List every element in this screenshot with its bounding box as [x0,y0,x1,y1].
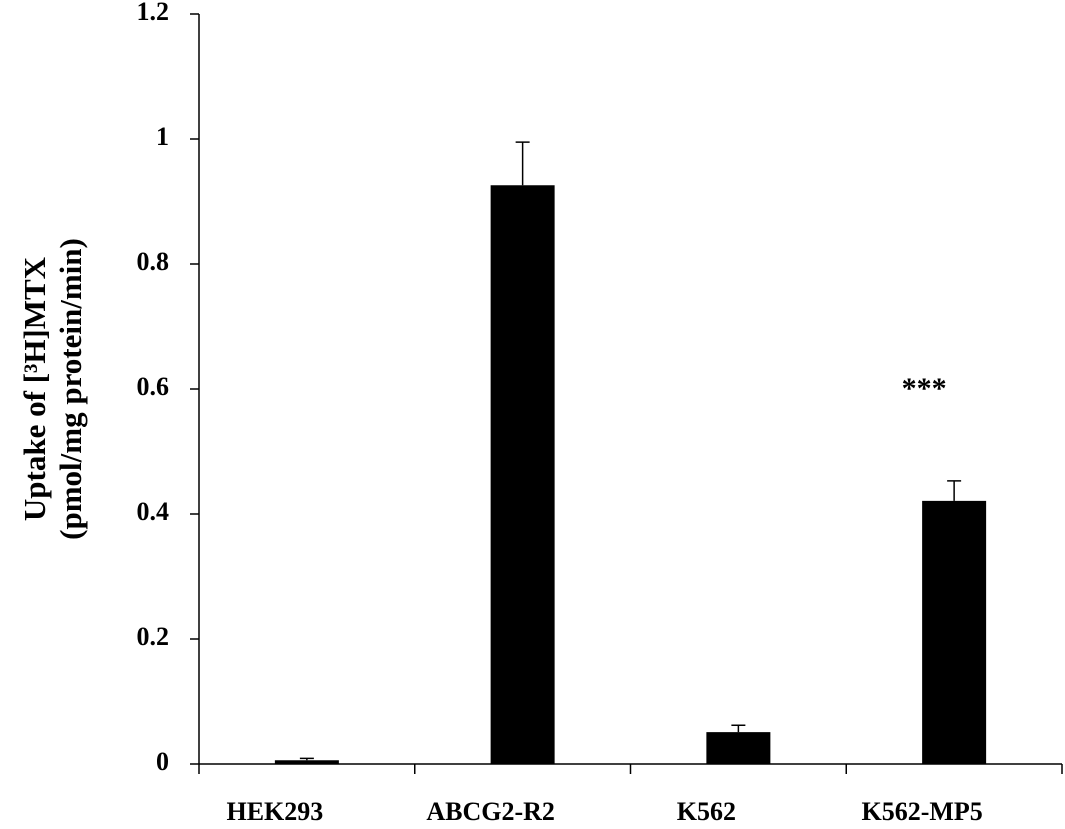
annotation: *** [902,372,947,405]
bar [922,500,987,764]
bar [706,732,771,764]
x-tick-label: HEK293 [226,797,323,826]
y-axis-label: (pmol/mg protein/min) [53,238,88,540]
bar [490,185,555,764]
y-axis-label: Uptake of [³H]MTX [17,256,52,521]
bar [274,760,339,764]
y-tick-label: 0.8 [137,247,170,276]
y-tick-label: 0.4 [137,497,170,526]
y-tick-label: 0.2 [137,622,170,651]
x-tick-label: K562 [677,797,736,826]
y-tick-label: 0.6 [137,372,170,401]
x-tick-label: ABCG2-R2 [426,797,555,826]
y-tick-label: 1 [156,122,169,151]
x-tick-label: K562-MP5 [861,797,982,826]
y-tick-label: 0 [156,747,169,776]
y-tick-label: 1.2 [137,0,170,26]
